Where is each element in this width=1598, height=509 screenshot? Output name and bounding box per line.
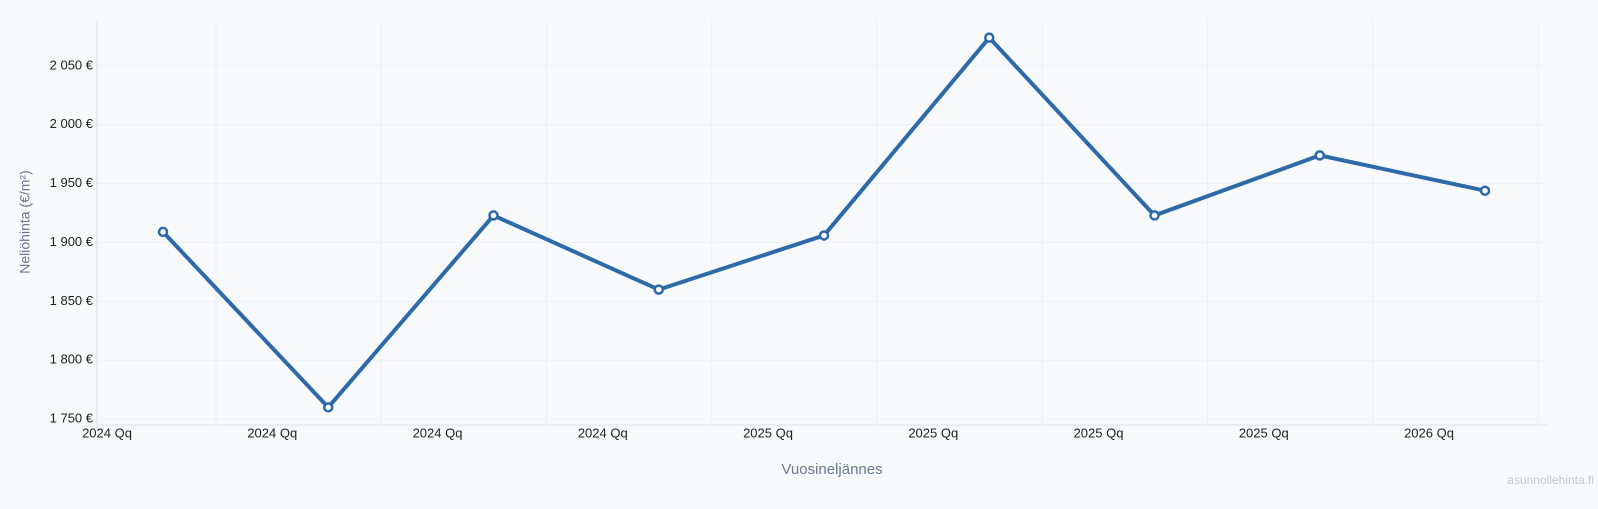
y-tick-label: 1 800 € xyxy=(50,352,94,367)
point xyxy=(984,32,995,43)
y-tick-label: 2 000 € xyxy=(50,116,94,131)
x-tick-label: 2026 Qq xyxy=(1404,425,1454,440)
y-tick-label: 1 750 € xyxy=(50,411,94,426)
x-tick-label: 2025 Qq xyxy=(1074,425,1124,440)
point xyxy=(1479,185,1491,196)
point xyxy=(653,284,664,295)
y-tick-label: 1 900 € xyxy=(50,234,94,249)
y-tick-label: 1 850 € xyxy=(50,293,94,308)
y-tick-label: 2 050 € xyxy=(50,57,94,72)
y-axis-title: Neliöhinta (€/m²) xyxy=(17,170,33,273)
x-tick-label: 2024 Qq xyxy=(413,425,463,440)
y-tick-label: 1 950 € xyxy=(50,175,94,190)
x-tick-label: 2025 Qq xyxy=(743,425,793,440)
x-tick-label: 2024 Qq xyxy=(247,425,297,440)
point xyxy=(818,230,830,241)
point xyxy=(323,402,334,413)
point xyxy=(488,210,499,221)
point xyxy=(157,226,169,238)
x-tick-label: 2025 Qq xyxy=(908,425,958,440)
point xyxy=(1314,150,1325,161)
x-tick-label: 2024 Qq xyxy=(82,425,132,440)
x-tick-label: 2024 Qq xyxy=(578,425,628,440)
x-axis-title: Vuosineljännes xyxy=(781,461,882,478)
line-series xyxy=(161,35,1486,410)
point xyxy=(1149,210,1160,221)
x-tick-label: 2025 Qq xyxy=(1239,425,1289,440)
watermark: asunnollehinta.fi xyxy=(1507,473,1594,487)
